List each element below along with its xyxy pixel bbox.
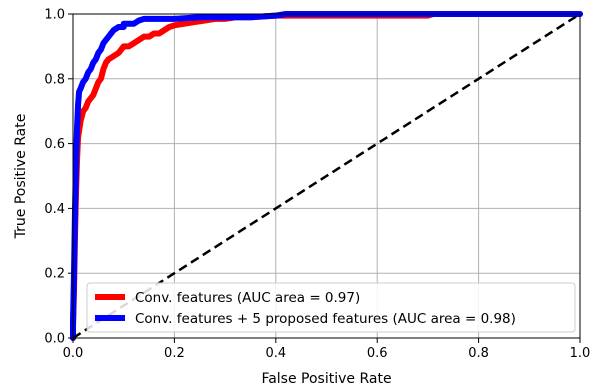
roc-curve-conv-plus-proposed — [70, 11, 583, 341]
y-tick-label: 0.0 — [44, 332, 65, 347]
y-tick-label: 1.0 — [44, 8, 65, 23]
x-tick-label: 1.0 — [570, 346, 591, 361]
x-axis-label: False Positive Rate — [261, 371, 391, 387]
x-tick-label: 0.0 — [63, 346, 84, 361]
legend-box — [86, 282, 576, 333]
x-tick-label: 0.6 — [367, 346, 388, 361]
plot-frame — [72, 13, 581, 339]
y-axis-label: True Positive Rate — [13, 114, 29, 240]
legend-label-conv-plus-proposed: Conv. features + 5 proposed features (AU… — [135, 311, 516, 327]
axis-ticks: 0.0 0.2 0.4 0.6 0.8 1.0 0.0 0.2 0.4 0.6 0.8 1.0 — [44, 8, 590, 362]
y-tick-label: 0.6 — [44, 137, 65, 152]
y-tick-label: 0.2 — [44, 267, 65, 282]
y-tick-label: 0.8 — [44, 72, 65, 87]
legend-label-conv-features: Conv. features (AUC area = 0.97) — [135, 290, 360, 306]
legend: Conv. features (AUC area = 0.97) Conv. f… — [86, 282, 576, 333]
x-tick-label: 0.2 — [164, 346, 185, 361]
x-tick-label: 0.8 — [468, 346, 489, 361]
y-tick-label: 0.4 — [44, 202, 65, 217]
x-tick-label: 0.4 — [265, 346, 286, 361]
